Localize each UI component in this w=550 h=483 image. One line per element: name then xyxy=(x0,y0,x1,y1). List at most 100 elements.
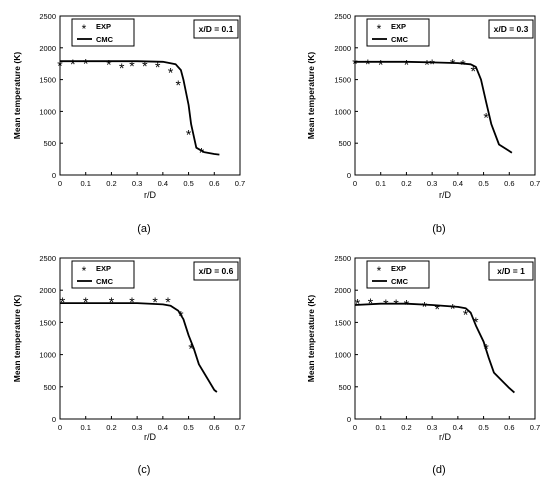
x-axis-title: r/D xyxy=(439,432,451,442)
x-tick-label: 0.3 xyxy=(427,423,437,432)
x-axis-title: r/D xyxy=(144,432,156,442)
legend-cmc-label: CMC xyxy=(96,277,114,286)
y-tick-label: 500 xyxy=(338,383,351,392)
chart-panel-d: 0 500 1000 1500 2000 2500 0 0.1 0.2 0.3 0.4 0.5 0.6 0… xyxy=(306,254,540,476)
x-tick-label: 0.5 xyxy=(183,423,193,432)
exp-data-point: * xyxy=(429,56,435,72)
y-tick-label: 1500 xyxy=(334,76,351,85)
x-tick-label: 0 xyxy=(58,423,62,432)
exp-data-point: * xyxy=(186,127,192,143)
annotation-box xyxy=(193,261,239,281)
y-tick-label: 1000 xyxy=(334,351,351,360)
legend-exp-label: EXP xyxy=(96,22,111,31)
cmc-series-line xyxy=(60,60,220,156)
x-tick-label: 0 xyxy=(58,179,62,188)
exp-data-point: * xyxy=(60,294,66,310)
y-tick-label: 0 xyxy=(52,171,56,180)
exp-data-point: * xyxy=(404,297,410,313)
x-tick-label: 0.1 xyxy=(375,179,385,188)
panel-caption: (d) xyxy=(432,464,445,476)
y-tick-label: 500 xyxy=(43,139,56,148)
legend-exp-label: EXP xyxy=(391,22,406,31)
x-tick-label: 0.5 xyxy=(183,179,193,188)
chart-panel-c: 0 500 1000 1500 2000 2500 0 0.1 0.2 0.3 0.4 0.5 0.6 0… xyxy=(12,254,245,476)
y-axis-title: Mean temperature (K) xyxy=(12,52,22,140)
exp-data-point: * xyxy=(473,314,479,330)
exp-data-point: * xyxy=(188,341,194,357)
x-tick-label: 0.7 xyxy=(235,179,245,188)
exp-data-point: * xyxy=(83,294,89,310)
x-tick-label: 0.4 xyxy=(453,179,463,188)
exp-data-point: * xyxy=(378,57,384,73)
exp-data-point: * xyxy=(483,109,489,125)
y-tick-label: 500 xyxy=(338,139,351,148)
cmc-series-line xyxy=(355,60,513,154)
cmc-series-line xyxy=(60,302,218,393)
y-axis-title: Mean temperature (K) xyxy=(306,295,316,383)
legend-cmc-label: CMC xyxy=(391,277,409,286)
exp-data-point: * xyxy=(460,57,466,73)
legend-exp-marker: * xyxy=(82,22,87,36)
chart-panel-a: 0 500 1000 1500 2000 2500 0 0.1 0.2 0.3 0.4 0.5 0.6 0… xyxy=(12,12,245,235)
panel-annotation: x/D = 0.1 xyxy=(199,24,234,34)
exp-data-point: * xyxy=(483,341,489,357)
exp-data-point: * xyxy=(450,301,456,317)
x-tick-label: 0.3 xyxy=(132,179,142,188)
y-tick-label: 0 xyxy=(52,415,56,424)
x-tick-label: 0.4 xyxy=(158,179,168,188)
x-tick-label: 0.2 xyxy=(106,423,116,432)
plot-frame xyxy=(354,257,536,420)
exp-data-point: * xyxy=(129,58,135,74)
x-tick-label: 0.7 xyxy=(235,423,245,432)
exp-data-point: * xyxy=(70,56,76,72)
legend-box xyxy=(71,260,135,289)
x-tick-label: 0.6 xyxy=(504,423,514,432)
exp-data-point: * xyxy=(83,55,89,71)
legend-cmc-label: CMC xyxy=(96,35,114,44)
x-tick-label: 0 xyxy=(353,179,357,188)
exp-data-point: * xyxy=(119,60,125,76)
x-tick-label: 0 xyxy=(353,423,357,432)
legend-exp-marker: * xyxy=(82,264,87,278)
panel-annotation: x/D = 1 xyxy=(497,266,525,276)
legend-exp-marker: * xyxy=(377,264,382,278)
y-tick-label: 2000 xyxy=(39,286,56,295)
panel-annotation: x/D = 0.3 xyxy=(494,24,529,34)
exp-data-point: * xyxy=(109,294,115,310)
x-tick-label: 0.5 xyxy=(478,423,488,432)
y-tick-label: 1500 xyxy=(39,76,56,85)
exp-data-point: * xyxy=(129,294,135,310)
plot-frame xyxy=(59,15,241,176)
x-tick-label: 0.1 xyxy=(80,179,90,188)
exp-data-point: * xyxy=(450,55,456,71)
exp-data-point: * xyxy=(168,64,174,80)
exp-data-point: * xyxy=(178,308,184,324)
exp-data-point: * xyxy=(199,144,205,160)
exp-data-point: * xyxy=(404,57,410,73)
annotation-box xyxy=(488,261,534,281)
y-tick-label: 2500 xyxy=(334,12,351,21)
exp-data-point: * xyxy=(471,63,477,79)
exp-data-point: * xyxy=(393,296,399,312)
plot-frame xyxy=(354,15,536,176)
y-tick-label: 2000 xyxy=(334,44,351,53)
exp-data-point: * xyxy=(424,57,430,73)
panel-caption: (a) xyxy=(137,223,150,235)
exp-data-point: * xyxy=(368,295,374,311)
exp-data-point: * xyxy=(422,299,428,315)
y-tick-label: 1000 xyxy=(334,107,351,116)
x-tick-label: 0.1 xyxy=(80,423,90,432)
x-tick-label: 0.6 xyxy=(209,179,219,188)
x-tick-label: 0.6 xyxy=(209,423,219,432)
y-axis-title: Mean temperature (K) xyxy=(12,295,22,383)
exp-data-point: * xyxy=(165,294,171,310)
exp-data-point: * xyxy=(57,57,63,73)
x-tick-label: 0.4 xyxy=(158,423,168,432)
y-axis-title: Mean temperature (K) xyxy=(306,52,316,140)
x-axis-title: r/D xyxy=(439,190,451,200)
exp-data-point: * xyxy=(365,56,371,72)
annotation-box xyxy=(193,19,239,39)
x-tick-label: 0.1 xyxy=(375,423,385,432)
y-tick-label: 1500 xyxy=(39,318,56,327)
